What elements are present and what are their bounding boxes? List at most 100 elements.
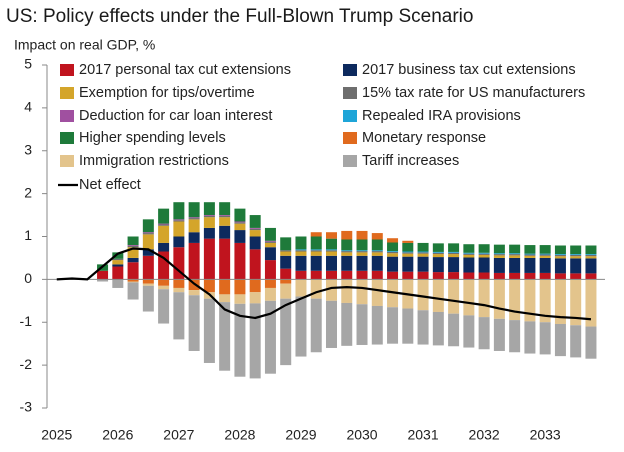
bar-segment xyxy=(417,253,429,257)
bar-segment xyxy=(432,311,444,346)
bar-segment xyxy=(295,249,307,251)
bar-segment xyxy=(448,251,460,253)
bar-segment xyxy=(585,245,597,255)
legend-swatch xyxy=(60,110,74,122)
bar-segment xyxy=(264,260,276,280)
bar-segment xyxy=(509,244,521,254)
bar-segment xyxy=(478,253,490,255)
bar-segment xyxy=(325,250,337,252)
bar-segment xyxy=(295,236,307,250)
legend-swatch xyxy=(60,132,74,144)
bar-segment xyxy=(539,272,551,280)
bar-segment xyxy=(234,242,246,280)
net-effect-line xyxy=(56,247,592,321)
y-tick-label: 3 xyxy=(24,141,32,157)
bar-segment xyxy=(295,279,307,297)
bar-segment xyxy=(585,326,597,359)
y-tick-label: -1 xyxy=(20,313,33,329)
bar-segment xyxy=(478,257,490,273)
bar-segment xyxy=(524,254,536,256)
bar-segment xyxy=(371,250,383,252)
legend-label: Monetary response xyxy=(362,130,486,146)
bar-segment xyxy=(203,215,215,216)
bar-segment xyxy=(127,279,139,282)
bar-segment xyxy=(356,239,368,251)
bar-segment xyxy=(173,219,185,221)
y-tick-label: -3 xyxy=(20,399,33,415)
bar-segment xyxy=(478,254,490,258)
bar-segment xyxy=(417,271,429,280)
bar-segment xyxy=(448,252,460,255)
bar-segment xyxy=(280,268,292,280)
bar-segment xyxy=(478,244,490,253)
bar-segment xyxy=(142,285,154,312)
bar-segment xyxy=(371,305,383,345)
bar-segment xyxy=(173,202,185,220)
bar-segment xyxy=(203,202,215,216)
bar-segment xyxy=(493,279,505,319)
legend-label: Immigration restrictions xyxy=(79,153,229,169)
bar-segment xyxy=(478,252,490,254)
bar-segment xyxy=(570,325,582,358)
bar-segment xyxy=(249,303,261,379)
bar-segment xyxy=(341,252,353,256)
legend-label: Tariff increases xyxy=(362,153,459,169)
bar-segment xyxy=(524,255,536,258)
legend-label: Net effect xyxy=(79,177,141,193)
bar-segment xyxy=(280,250,292,252)
bar-segment xyxy=(295,251,307,256)
bar-segment xyxy=(356,252,368,256)
bar-segment xyxy=(219,202,231,216)
bar-segment xyxy=(417,256,429,272)
bar-segment xyxy=(203,227,215,239)
x-tick-label: 2031 xyxy=(407,427,438,443)
y-tick-label: 1 xyxy=(24,227,32,243)
bar-segment xyxy=(188,290,200,296)
bar-segment xyxy=(585,254,597,257)
bar-segment xyxy=(509,257,521,273)
bar-segment xyxy=(249,279,261,293)
bar-segment xyxy=(463,279,475,316)
bar-segment xyxy=(127,257,139,263)
bar-segment xyxy=(463,272,475,280)
bar-segment xyxy=(142,249,154,256)
bar-segment xyxy=(341,239,353,251)
bar-segment xyxy=(356,250,368,252)
bar-segment xyxy=(264,279,276,288)
bar-segment xyxy=(219,302,231,371)
bar-segment xyxy=(585,258,597,274)
bar-segment xyxy=(219,238,231,280)
bar-segment xyxy=(158,251,170,280)
x-tick-label: 2032 xyxy=(469,427,500,443)
bar-segment xyxy=(524,279,536,322)
bar-segment xyxy=(158,242,170,252)
bar-segment xyxy=(234,294,246,304)
bar-segment xyxy=(280,251,292,256)
bar-segment xyxy=(173,292,185,340)
legend-swatch xyxy=(343,87,357,99)
bar-segment xyxy=(432,254,444,258)
bar-segment xyxy=(371,279,383,306)
bar-segment xyxy=(417,310,429,345)
bar-segment xyxy=(264,287,276,301)
bar-segment xyxy=(158,224,170,226)
legend-label: 2017 business tax cut extensions xyxy=(362,62,576,78)
bar-segment xyxy=(325,279,337,301)
bar-segment xyxy=(264,300,276,374)
bar-segment xyxy=(325,232,337,239)
bar-segment xyxy=(387,253,399,257)
bar-segment xyxy=(325,238,337,250)
bar-segment xyxy=(448,313,460,347)
bar-segment xyxy=(432,251,444,253)
legend-label: Exemption for tips/overtime xyxy=(79,85,255,101)
bar-segment xyxy=(570,245,582,255)
bar-segment xyxy=(387,242,399,252)
legend-label: Deduction for car loan interest xyxy=(79,108,272,124)
bar-segment xyxy=(264,240,276,242)
bar-segment xyxy=(219,215,231,216)
bar-segment xyxy=(112,252,124,259)
legend-swatch xyxy=(60,64,74,76)
legend-swatch xyxy=(343,155,357,167)
y-tick-label: 4 xyxy=(24,99,32,115)
bar-segment xyxy=(173,247,185,280)
